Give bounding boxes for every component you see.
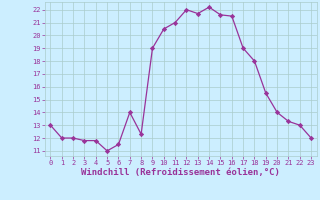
X-axis label: Windchill (Refroidissement éolien,°C): Windchill (Refroidissement éolien,°C) [81, 168, 280, 177]
